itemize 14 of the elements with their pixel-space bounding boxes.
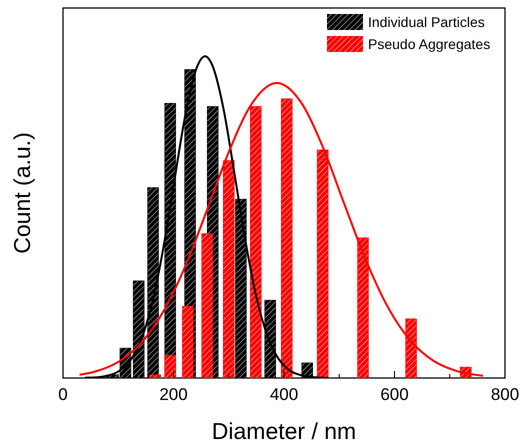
y-axis-title: Count (a.u.)	[9, 132, 35, 254]
x-tick-label: 0	[58, 385, 68, 404]
legend-label: Pseudo Aggregates	[368, 36, 490, 52]
x-axis-title: Diameter / nm	[212, 418, 356, 444]
bar	[164, 354, 176, 378]
x-tick-label: 800	[490, 385, 520, 404]
bar	[182, 306, 194, 378]
bar	[201, 233, 213, 378]
bar	[281, 98, 293, 378]
x-tick-label: 200	[159, 385, 188, 404]
x-tick-label: 600	[380, 385, 409, 404]
legend-label: Individual Particles	[368, 14, 485, 30]
bar	[150, 374, 162, 378]
x-tick-label: 400	[270, 385, 298, 404]
